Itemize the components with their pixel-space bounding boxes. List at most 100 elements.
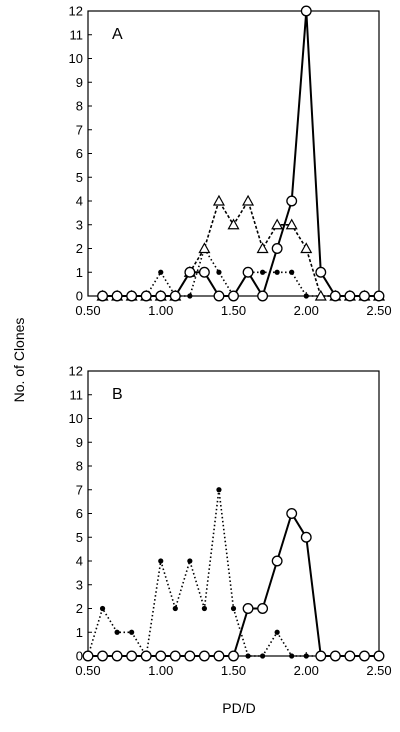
- data-point-dot: [289, 653, 295, 659]
- data-point-circle: [198, 650, 210, 662]
- y-tick-label: 1: [76, 625, 83, 640]
- plot-frame: [87, 370, 380, 657]
- data-point-circle: [82, 650, 94, 662]
- data-point-circle: [213, 290, 225, 302]
- data-point-circle: [344, 290, 356, 302]
- data-point-triangle: [198, 242, 211, 254]
- data-point-circle: [271, 555, 283, 567]
- data-point-triangle: [256, 242, 269, 254]
- data-point-circle: [271, 243, 283, 254]
- y-tick-label: 6: [76, 506, 83, 521]
- data-point-dot: [216, 269, 222, 275]
- data-point-circle: [111, 650, 123, 662]
- data-point-circle: [329, 290, 341, 302]
- data-point-circle: [257, 290, 269, 302]
- data-point-triangle: [227, 218, 240, 230]
- data-point-triangle: [300, 242, 313, 254]
- data-point-circle: [184, 266, 196, 278]
- y-axis-title: No. of Clones: [11, 318, 27, 403]
- y-tick-label: 1: [76, 265, 83, 280]
- data-point-dot: [230, 605, 237, 612]
- data-point-triangle: [314, 289, 327, 301]
- data-point-circle: [140, 290, 152, 302]
- x-tick-label: 2.50: [366, 303, 391, 318]
- data-point-circle: [126, 650, 138, 662]
- data-point-circle: [286, 508, 298, 519]
- y-tick-label: 10: [69, 411, 83, 426]
- data-point-circle: [315, 650, 327, 662]
- data-point-circle: [155, 290, 167, 302]
- data-point-dot: [260, 653, 266, 659]
- data-point-circle: [257, 603, 269, 614]
- y-tick-label: 8: [76, 459, 83, 474]
- y-tick-label: 5: [76, 170, 83, 185]
- y-tick-label: 9: [76, 435, 83, 450]
- y-tick-label: 7: [76, 482, 83, 497]
- y-tick-label: 2: [76, 241, 83, 256]
- data-point-dot: [187, 558, 193, 564]
- y-tick-label: 0: [76, 649, 83, 664]
- data-point-circle: [373, 650, 385, 662]
- y-tick-label: 6: [76, 146, 83, 161]
- data-point-dot: [99, 605, 106, 612]
- y-tick-label: 9: [76, 75, 83, 90]
- data-point-dot: [245, 653, 251, 659]
- series-line-circle: [102, 10, 379, 297]
- data-point-circle: [169, 650, 181, 662]
- data-point-dot: [274, 629, 280, 635]
- data-point-dot: [303, 653, 309, 659]
- data-point-circle: [228, 290, 239, 302]
- data-point-dot: [216, 487, 222, 493]
- data-point-dot: [260, 269, 266, 275]
- data-point-dot: [114, 629, 120, 635]
- x-tick-label: 0.50: [75, 663, 100, 678]
- y-tick-label: 4: [76, 194, 83, 209]
- data-point-circle: [300, 5, 312, 17]
- data-point-triangle: [242, 194, 255, 206]
- data-point-triangle: [271, 218, 284, 230]
- data-point-dot: [274, 269, 280, 275]
- data-point-circle: [344, 650, 356, 662]
- y-tick-label: 11: [70, 387, 84, 402]
- y-tick-label: 3: [76, 577, 83, 592]
- y-tick-label: 0: [76, 289, 83, 304]
- data-point-circle: [315, 266, 327, 278]
- panel-label: A: [112, 26, 123, 43]
- data-point-circle: [242, 603, 254, 614]
- data-point-triangle: [212, 194, 225, 206]
- y-tick-label: 12: [69, 4, 83, 19]
- data-point-dot: [201, 605, 207, 612]
- y-tick-label: 5: [76, 530, 83, 545]
- data-point-circle: [329, 650, 341, 662]
- x-tick-label: 0.50: [75, 303, 100, 318]
- y-tick-label: 2: [76, 601, 83, 616]
- plot-frame: [87, 10, 380, 297]
- data-point-dot: [289, 269, 295, 275]
- data-point-circle: [300, 531, 312, 543]
- x-tick-label: 2.00: [294, 303, 319, 318]
- x-tick-label: 2.00: [294, 663, 319, 678]
- y-tick-label: 4: [76, 554, 83, 569]
- x-tick-label: 1.50: [221, 303, 246, 318]
- data-point-circle: [373, 290, 385, 302]
- data-point-circle: [169, 290, 181, 302]
- data-point-circle: [97, 290, 109, 302]
- data-point-dot: [158, 558, 164, 564]
- series-line-dot: [102, 247, 379, 297]
- x-tick-label: 1.00: [148, 663, 173, 678]
- data-point-circle: [111, 290, 123, 302]
- x-tick-label: 1.50: [221, 663, 246, 678]
- panel-label: B: [112, 386, 123, 403]
- data-point-dot: [303, 293, 309, 299]
- y-tick-label: 10: [69, 51, 83, 66]
- data-point-circle: [286, 195, 298, 207]
- y-tick-label: 7: [76, 122, 83, 137]
- x-axis-title: PD/D: [222, 700, 255, 716]
- x-tick-label: 1.00: [148, 303, 173, 318]
- data-point-circle: [228, 650, 239, 662]
- y-tick-label: 12: [69, 364, 83, 379]
- data-point-circle: [213, 650, 225, 662]
